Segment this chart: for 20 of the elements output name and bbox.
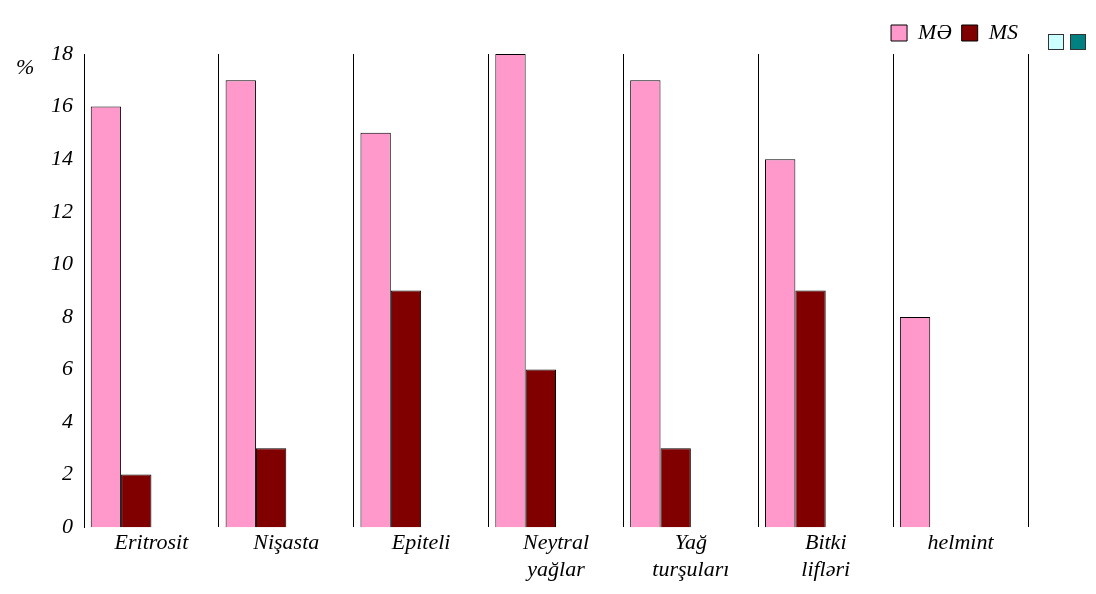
y-tick-label: 0 xyxy=(62,512,73,538)
y-tick-label: 18 xyxy=(51,39,73,65)
y-tick-label: 16 xyxy=(51,92,73,118)
legend-label: MS xyxy=(987,18,1018,44)
x-tick-label: Eritrosit xyxy=(113,529,190,555)
y-axis-title: % xyxy=(16,53,35,79)
y-tick-label: 6 xyxy=(62,355,73,381)
y-tick-label: 2 xyxy=(62,460,73,486)
x-tick-label: Yağ turşuları xyxy=(652,529,730,581)
y-tick-label: 14 xyxy=(51,144,73,170)
legend-label: MƏ xyxy=(917,18,952,44)
y-tick-label: 4 xyxy=(62,407,73,433)
x-tick-label: Neytral yağlar xyxy=(522,529,589,581)
y-tick-label: 8 xyxy=(62,302,73,328)
y-tick-label: 10 xyxy=(51,250,73,276)
x-tick-label: Bitki lifləri xyxy=(801,529,851,581)
y-tick-label: 12 xyxy=(51,197,73,223)
x-tick-label: Nişasta xyxy=(252,529,320,555)
x-tick-label: helmint xyxy=(927,529,995,555)
x-tick-label: Epiteli xyxy=(390,529,451,555)
